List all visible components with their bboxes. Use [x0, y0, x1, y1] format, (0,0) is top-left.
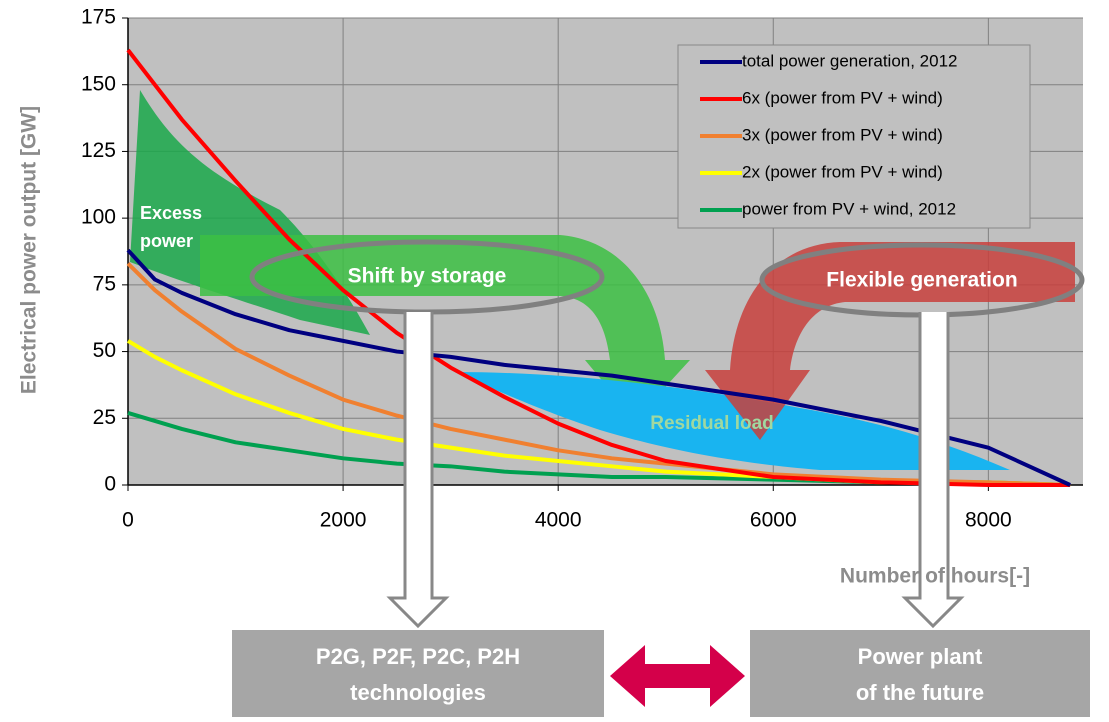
y-tick-label: 75	[93, 272, 116, 295]
legend-label: 6x (power from PV + wind)	[742, 88, 943, 107]
box-text: Power plant	[858, 644, 983, 669]
box-text: technologies	[350, 680, 486, 705]
y-tick-label: 50	[93, 339, 116, 362]
y-tick-label: 125	[81, 139, 116, 162]
y-tick-label: 100	[81, 206, 116, 229]
annotation: Flexible generation	[826, 269, 1017, 292]
legend-label: 3x (power from PV + wind)	[742, 125, 943, 144]
y-axis-label: Electrical power output [GW]	[18, 106, 41, 394]
annotation: Shift by storage	[348, 265, 507, 288]
y-tick-label: 25	[93, 406, 116, 429]
x-tick-label: 8000	[965, 509, 1012, 532]
annotation: Excess	[140, 203, 202, 223]
annotation: Residual load	[650, 413, 774, 434]
x-tick-label: 2000	[320, 509, 367, 532]
chart: total power generation, 2012 6x (power fr…	[0, 0, 1109, 717]
x-tick-label: 4000	[535, 509, 582, 532]
legend-label: power from PV + wind, 2012	[742, 199, 956, 218]
box-text: of the future	[856, 680, 984, 705]
y-tick-label: 150	[81, 72, 116, 95]
x-tick-label: 0	[122, 509, 134, 532]
x-tick-label: 6000	[750, 509, 797, 532]
annotation: power	[140, 231, 193, 251]
y-tick-label: 175	[81, 6, 116, 29]
legend-label: 2x (power from PV + wind)	[742, 162, 943, 181]
y-tick-label: 0	[104, 473, 116, 496]
legend-label: total power generation, 2012	[742, 51, 958, 70]
double-arrow	[610, 645, 745, 707]
x-axis-label: Number of hours[-]	[840, 565, 1030, 588]
box-text: P2G, P2F, P2C, P2H	[316, 644, 520, 669]
